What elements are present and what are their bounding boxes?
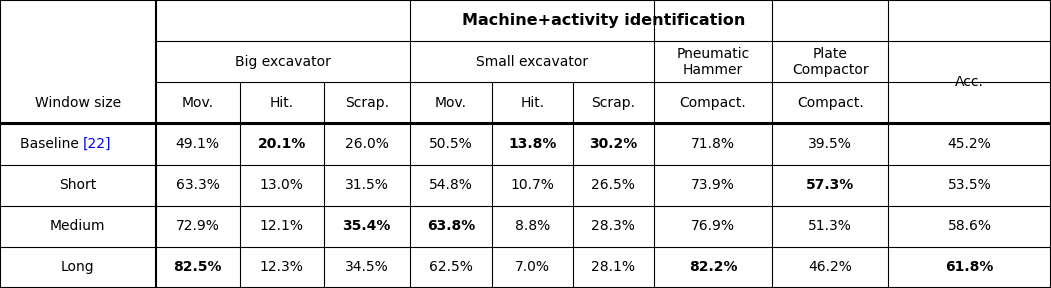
Text: 51.3%: 51.3% [808,219,852,233]
Text: 13.0%: 13.0% [260,178,304,192]
Text: 28.1%: 28.1% [592,260,635,274]
Text: 73.9%: 73.9% [692,178,735,192]
Text: Compact.: Compact. [680,96,746,110]
Text: 62.5%: 62.5% [429,260,473,274]
Text: 10.7%: 10.7% [511,178,554,192]
Text: Big excavator: Big excavator [234,55,331,69]
Text: 12.1%: 12.1% [260,219,304,233]
Text: Mov.: Mov. [435,96,467,110]
Text: 63.8%: 63.8% [427,219,475,233]
Text: [22]: [22] [83,137,111,151]
Text: 7.0%: 7.0% [515,260,550,274]
Text: 82.2%: 82.2% [688,260,738,274]
Text: Pneumatic
Hammer: Pneumatic Hammer [677,47,749,77]
Text: 82.5%: 82.5% [173,260,222,274]
Text: 63.3%: 63.3% [176,178,220,192]
Text: Long: Long [61,260,95,274]
Text: 71.8%: 71.8% [692,137,735,151]
Text: Acc.: Acc. [955,75,984,89]
Text: 76.9%: 76.9% [692,219,735,233]
Text: Scrap.: Scrap. [592,96,635,110]
Text: Hit.: Hit. [520,96,544,110]
Text: 46.2%: 46.2% [808,260,852,274]
Text: Compact.: Compact. [797,96,864,110]
Text: 8.8%: 8.8% [515,219,550,233]
Text: Medium: Medium [50,219,105,233]
Text: 26.5%: 26.5% [592,178,635,192]
Text: 31.5%: 31.5% [345,178,389,192]
Text: 30.2%: 30.2% [590,137,637,151]
Text: 53.5%: 53.5% [948,178,991,192]
Text: Baseline: Baseline [20,137,83,151]
Text: 26.0%: 26.0% [345,137,389,151]
Text: 39.5%: 39.5% [808,137,852,151]
Text: Mov.: Mov. [182,96,213,110]
Text: Hit.: Hit. [270,96,293,110]
Text: 35.4%: 35.4% [343,219,391,233]
Text: 12.3%: 12.3% [260,260,304,274]
Text: 49.1%: 49.1% [176,137,220,151]
Text: Window size: Window size [35,96,121,110]
Text: Small excavator: Small excavator [476,55,588,69]
Text: 45.2%: 45.2% [948,137,991,151]
Text: 72.9%: 72.9% [176,219,220,233]
Text: 57.3%: 57.3% [806,178,854,192]
Text: 50.5%: 50.5% [429,137,473,151]
Text: Short: Short [59,178,97,192]
Text: Plate
Compactor: Plate Compactor [792,47,868,77]
Text: 20.1%: 20.1% [257,137,306,151]
Text: 28.3%: 28.3% [592,219,635,233]
Text: 54.8%: 54.8% [429,178,473,192]
Text: Machine+activity identification: Machine+activity identification [461,13,745,28]
Text: 13.8%: 13.8% [508,137,557,151]
Text: 34.5%: 34.5% [345,260,389,274]
Text: Scrap.: Scrap. [345,96,389,110]
Text: 58.6%: 58.6% [948,219,991,233]
Text: 61.8%: 61.8% [945,260,994,274]
